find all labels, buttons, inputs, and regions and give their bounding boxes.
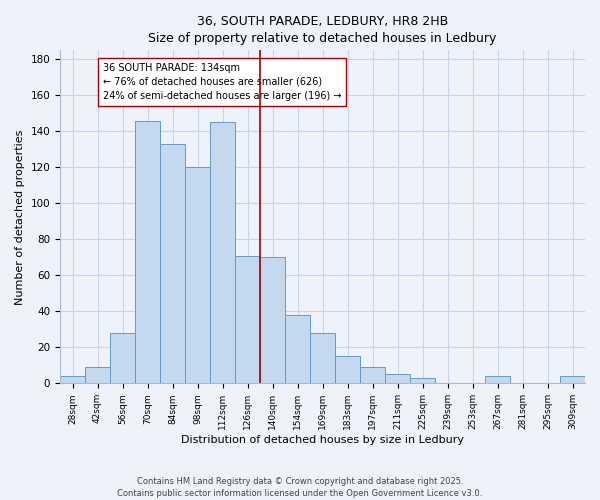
- Bar: [285, 315, 310, 384]
- X-axis label: Distribution of detached houses by size in Ledbury: Distribution of detached houses by size …: [181, 435, 464, 445]
- Y-axis label: Number of detached properties: Number of detached properties: [15, 129, 25, 304]
- Text: 36 SOUTH PARADE: 134sqm
← 76% of detached houses are smaller (626)
24% of semi-d: 36 SOUTH PARADE: 134sqm ← 76% of detache…: [103, 63, 341, 101]
- Bar: [260, 258, 285, 384]
- Bar: [60, 376, 85, 384]
- Bar: [335, 356, 360, 384]
- Bar: [385, 374, 410, 384]
- Bar: [485, 376, 510, 384]
- Bar: [310, 333, 335, 384]
- Bar: [410, 378, 435, 384]
- Bar: [185, 168, 210, 384]
- Text: Contains HM Land Registry data © Crown copyright and database right 2025.
Contai: Contains HM Land Registry data © Crown c…: [118, 476, 482, 498]
- Bar: [135, 120, 160, 384]
- Bar: [85, 367, 110, 384]
- Bar: [235, 256, 260, 384]
- Title: 36, SOUTH PARADE, LEDBURY, HR8 2HB
Size of property relative to detached houses : 36, SOUTH PARADE, LEDBURY, HR8 2HB Size …: [148, 15, 497, 45]
- Bar: [560, 376, 585, 384]
- Bar: [360, 367, 385, 384]
- Bar: [210, 122, 235, 384]
- Bar: [160, 144, 185, 384]
- Bar: [110, 333, 135, 384]
